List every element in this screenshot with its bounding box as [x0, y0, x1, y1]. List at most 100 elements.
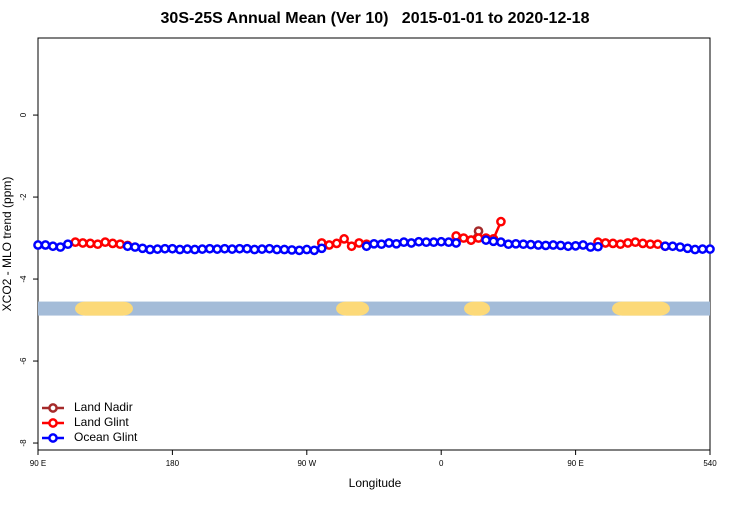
data-point — [294, 245, 305, 256]
data-point — [391, 238, 402, 249]
data-point — [593, 241, 603, 252]
data-point — [682, 243, 693, 254]
data-point — [48, 241, 58, 252]
data-point — [70, 237, 81, 248]
y-tick-label: -4 — [19, 275, 28, 283]
data-point — [287, 245, 297, 255]
data-point — [555, 240, 566, 251]
x-tick-label: 180 — [166, 459, 180, 468]
data-point — [204, 243, 215, 254]
data-point — [167, 243, 178, 254]
data-point — [316, 243, 327, 254]
data-point — [608, 238, 618, 249]
data-point — [637, 238, 648, 249]
x-tick-label: 90 W — [297, 459, 316, 468]
data-point — [406, 238, 417, 248]
data-point — [436, 236, 447, 247]
data-point — [160, 243, 170, 254]
land-segment — [464, 301, 491, 316]
data-point — [540, 240, 551, 251]
data-point — [152, 244, 163, 254]
data-point — [227, 244, 237, 254]
data-point — [77, 238, 88, 248]
data-point — [279, 244, 290, 255]
data-point — [384, 238, 394, 248]
data-point — [645, 239, 656, 250]
data-point — [257, 244, 267, 254]
data-point — [249, 244, 260, 255]
data-point — [705, 244, 715, 254]
data-point — [473, 233, 484, 243]
data-point — [324, 240, 335, 250]
x-tick-label: 540 — [703, 459, 717, 468]
data-point — [339, 234, 349, 244]
data-point — [301, 244, 312, 255]
x-tick-label: 90 E — [30, 459, 46, 468]
data-point — [309, 245, 320, 256]
data-point — [496, 237, 506, 248]
land-segment — [75, 301, 133, 316]
legend-marker — [48, 403, 58, 413]
data-point — [182, 244, 193, 254]
data-point — [481, 235, 491, 245]
data-point — [428, 237, 439, 248]
data-point — [525, 239, 536, 250]
data-point — [399, 237, 409, 248]
data-point — [466, 235, 476, 245]
data-point — [488, 236, 499, 247]
data-point — [234, 243, 245, 254]
data-point — [451, 238, 461, 248]
data-point — [369, 238, 379, 249]
data-point — [690, 244, 700, 255]
data-point — [630, 237, 641, 248]
legend-label: Land Nadir — [74, 400, 133, 414]
legend-marker — [48, 433, 58, 443]
data-point — [563, 241, 573, 252]
data-point — [585, 242, 596, 252]
data-point — [675, 242, 685, 252]
legend-marker — [48, 418, 58, 428]
data-point — [212, 244, 223, 254]
data-point — [264, 243, 275, 254]
data-point — [63, 239, 73, 250]
data-point — [697, 244, 708, 254]
data-point — [361, 241, 372, 252]
legend-label: Land Glint — [74, 415, 129, 429]
data-point — [175, 244, 185, 255]
land-segment — [336, 301, 370, 316]
data-point — [331, 238, 342, 249]
data-point — [189, 244, 200, 255]
data-point — [272, 244, 282, 255]
data-point — [115, 239, 125, 250]
data-point — [100, 237, 111, 248]
data-point — [578, 240, 588, 250]
data-point — [145, 244, 155, 255]
ocean-band — [38, 301, 710, 316]
y-axis-label: XCO2 - MLO trend (ppm) — [0, 177, 14, 312]
data-point — [496, 216, 506, 227]
data-point — [511, 238, 521, 249]
data-point — [570, 240, 581, 251]
data-point — [667, 241, 678, 252]
data-point — [55, 242, 66, 252]
data-point — [197, 244, 208, 254]
data-point — [242, 243, 252, 254]
data-point — [413, 236, 424, 247]
data-point — [518, 239, 529, 250]
data-point — [130, 242, 140, 252]
data-point — [92, 239, 103, 250]
land-segment — [612, 301, 670, 316]
y-tick-label: -8 — [19, 439, 28, 447]
data-point — [615, 239, 626, 250]
data-point — [652, 239, 663, 250]
y-tick-label: 0 — [19, 112, 28, 117]
x-axis-label: Longitude — [349, 476, 402, 490]
data-point — [600, 238, 611, 248]
data-point — [219, 243, 230, 254]
data-point — [354, 238, 364, 248]
data-point — [503, 239, 514, 250]
legend-label: Ocean Glint — [74, 430, 138, 444]
data-point — [548, 240, 559, 250]
data-point — [660, 241, 671, 252]
